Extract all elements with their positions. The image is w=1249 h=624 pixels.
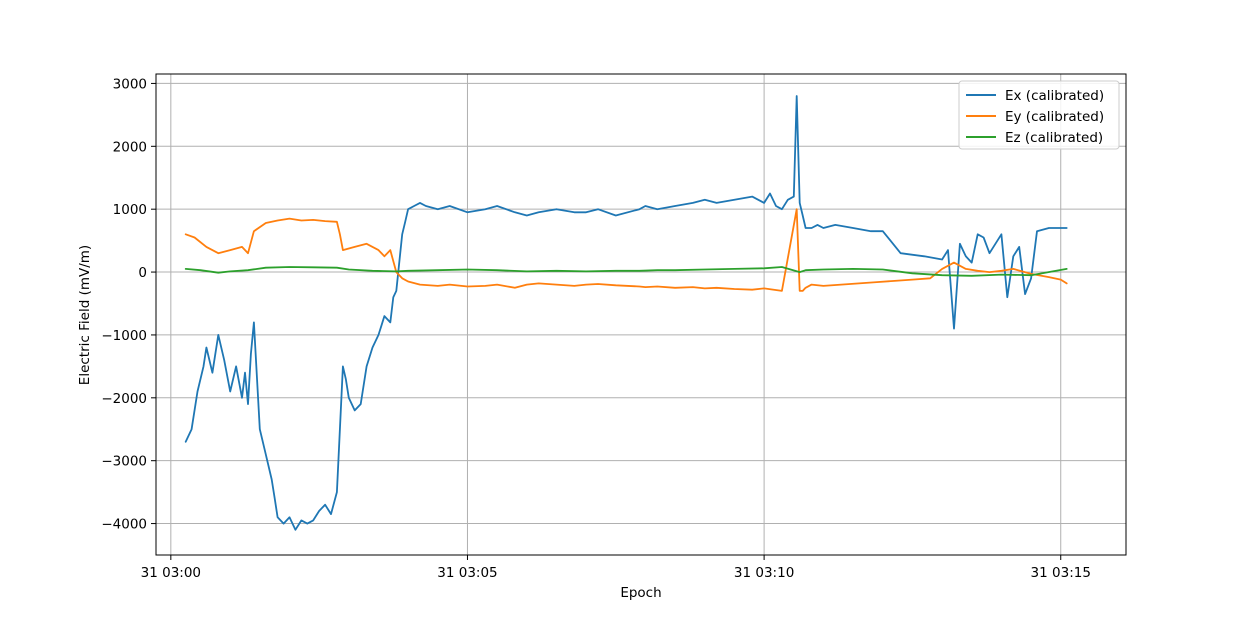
y-tick-label: −4000 [101,517,147,533]
plot-frame [155,73,1127,556]
x-tick-label: 31 03:00 [141,565,201,581]
x-tick-label: 31 03:05 [437,565,497,581]
y-tick-label: 1000 [113,202,147,218]
legend-label-ex: Ex (calibrated) [1005,88,1104,104]
x-tick-label: 31 03:10 [734,565,794,581]
legend-label-ey: Ey (calibrated) [1005,109,1104,125]
y-tick-label: −2000 [101,391,147,407]
y-tick-label: 3000 [113,76,147,92]
x-axis-label: Epoch [620,585,661,601]
series-layer [184,95,1068,531]
legend-box [958,80,1120,150]
legend: Ex (calibrated) Ey (calibrated) Ez (calibr… [958,80,1120,150]
y-tick-label: −1000 [101,328,147,344]
y-tick-label: −3000 [101,454,147,470]
y-axis-label: Electric Field (mV/m) [77,245,93,385]
series-line-ex [184,95,1068,531]
x-tick-label: 31 03:15 [1031,565,1091,581]
y-tick-label: 2000 [113,139,147,155]
series-line-ey [184,208,1068,292]
series-line-ez [184,266,1068,277]
y-tick-label: 0 [138,265,147,281]
ticks: 31 03:00 31 03:05 31 03:10 31 03:15 −4000 −30… [101,76,1091,581]
legend-label-ez: Ez (calibrated) [1005,130,1103,146]
